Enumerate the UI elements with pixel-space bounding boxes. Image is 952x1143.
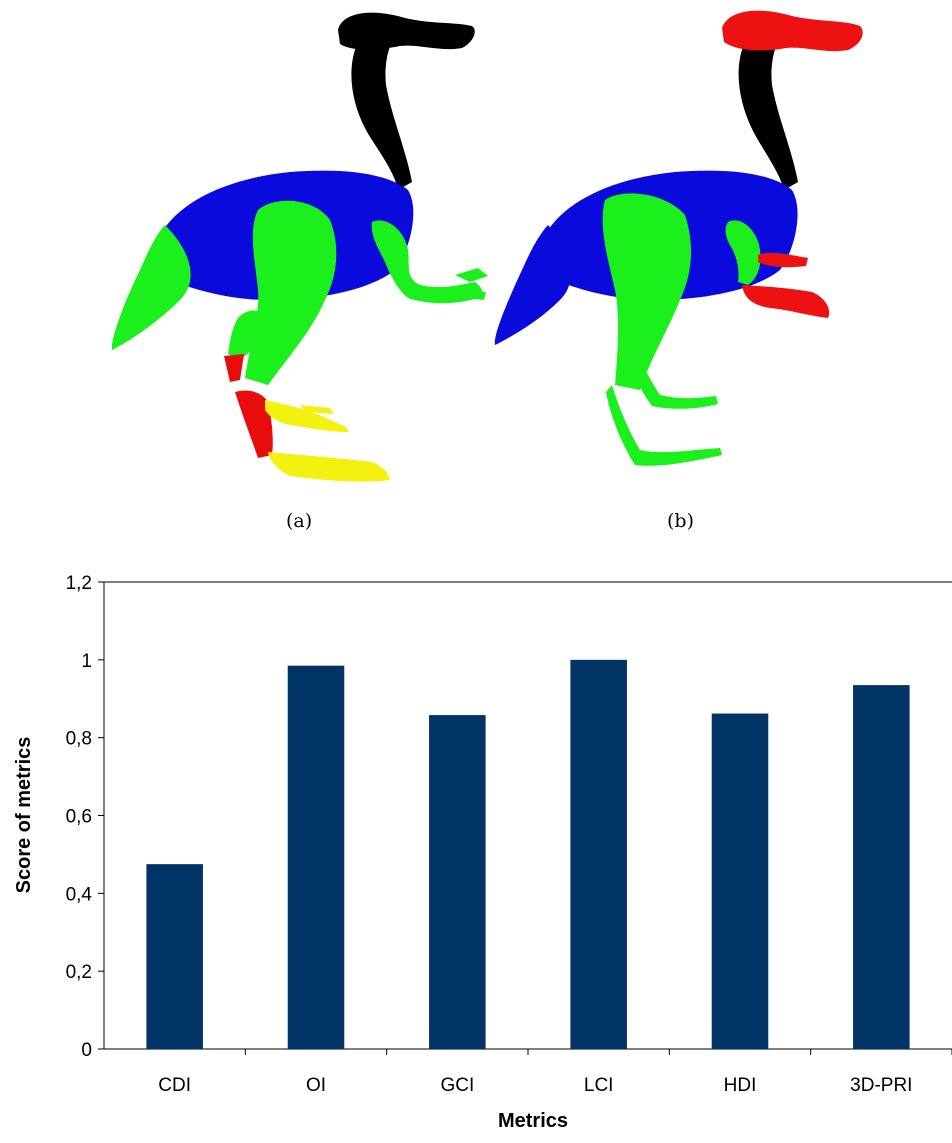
segmentation-illustrations — [111, 10, 863, 482]
model-a-back-leg — [228, 310, 268, 360]
model-a-foot-front — [265, 400, 349, 432]
model-a — [111, 12, 488, 482]
y-axis-title: Score of metrics — [13, 737, 35, 894]
plot-frame — [103, 581, 952, 1050]
model-a-toe — [300, 405, 334, 414]
y-tick-label: 0,4 — [66, 884, 93, 905]
y-tick-label: 0,8 — [66, 729, 92, 750]
metrics-bar-chart: 0 0,2 0,4 0,6 0,8 1 1,2 CDI OI GCI LCI HDI 3D-PRI S… — [0, 545, 952, 1138]
model-a-head — [338, 12, 475, 50]
y-tick-label: 1,2 — [66, 573, 92, 594]
y-tick-label: 0,6 — [66, 807, 92, 828]
x-tick-label: OI — [306, 1075, 326, 1096]
model-b-leg-back — [622, 340, 718, 409]
model-b-arm — [725, 220, 761, 285]
chart-canvas: 0 0,2 0,4 0,6 0,8 1 1,2 CDI OI GCI LCI HDI 3D-PRI S… — [13, 573, 952, 1132]
segmentation-figures: (a) (b) — [0, 0, 952, 545]
x-axis-ticks: CDI OI GCI LCI HDI 3D-PRI — [158, 1049, 952, 1096]
y-tick-label: 1 — [81, 651, 92, 672]
model-a-arm — [371, 220, 483, 304]
x-tick-label: HDI — [724, 1075, 757, 1096]
model-b-leg-front — [606, 385, 722, 466]
bar-hdi — [711, 713, 769, 1049]
model-b — [494, 10, 863, 466]
model-b-tail — [494, 225, 571, 345]
y-tick-label: 0 — [81, 1040, 92, 1061]
model-a-thigh — [245, 200, 337, 385]
bar-oi — [287, 665, 345, 1049]
model-b-hand-upper — [758, 252, 808, 268]
model-a-tail — [111, 225, 191, 350]
bar-cdi — [146, 864, 203, 1049]
model-b-hand-lower — [742, 285, 830, 318]
bar-3d-pri — [853, 685, 910, 1049]
x-axis-title: Metrics — [498, 1110, 568, 1132]
model-a-foot-back — [268, 452, 390, 482]
y-tick-label: 0,2 — [66, 962, 92, 983]
caption-a: (a) — [286, 510, 313, 532]
model-a-ankle — [224, 354, 244, 382]
model-b-neck — [738, 42, 798, 190]
bar-gci — [429, 715, 486, 1049]
bars — [146, 659, 910, 1049]
model-a-neck — [351, 42, 412, 190]
model-a-hand — [455, 268, 488, 300]
y-axis-ticks: 0 0,2 0,4 0,6 0,8 1 1,2 — [66, 573, 104, 1061]
model-a-shin — [235, 390, 273, 458]
caption-b: (b) — [667, 510, 694, 532]
model-b-head — [722, 10, 863, 52]
x-tick-label: CDI — [158, 1075, 191, 1096]
model-b-thigh — [602, 193, 692, 390]
bar-lci — [570, 659, 627, 1049]
x-tick-label: 3D-PRI — [850, 1075, 912, 1096]
x-tick-label: LCI — [584, 1075, 614, 1096]
x-tick-label: GCI — [440, 1075, 474, 1096]
